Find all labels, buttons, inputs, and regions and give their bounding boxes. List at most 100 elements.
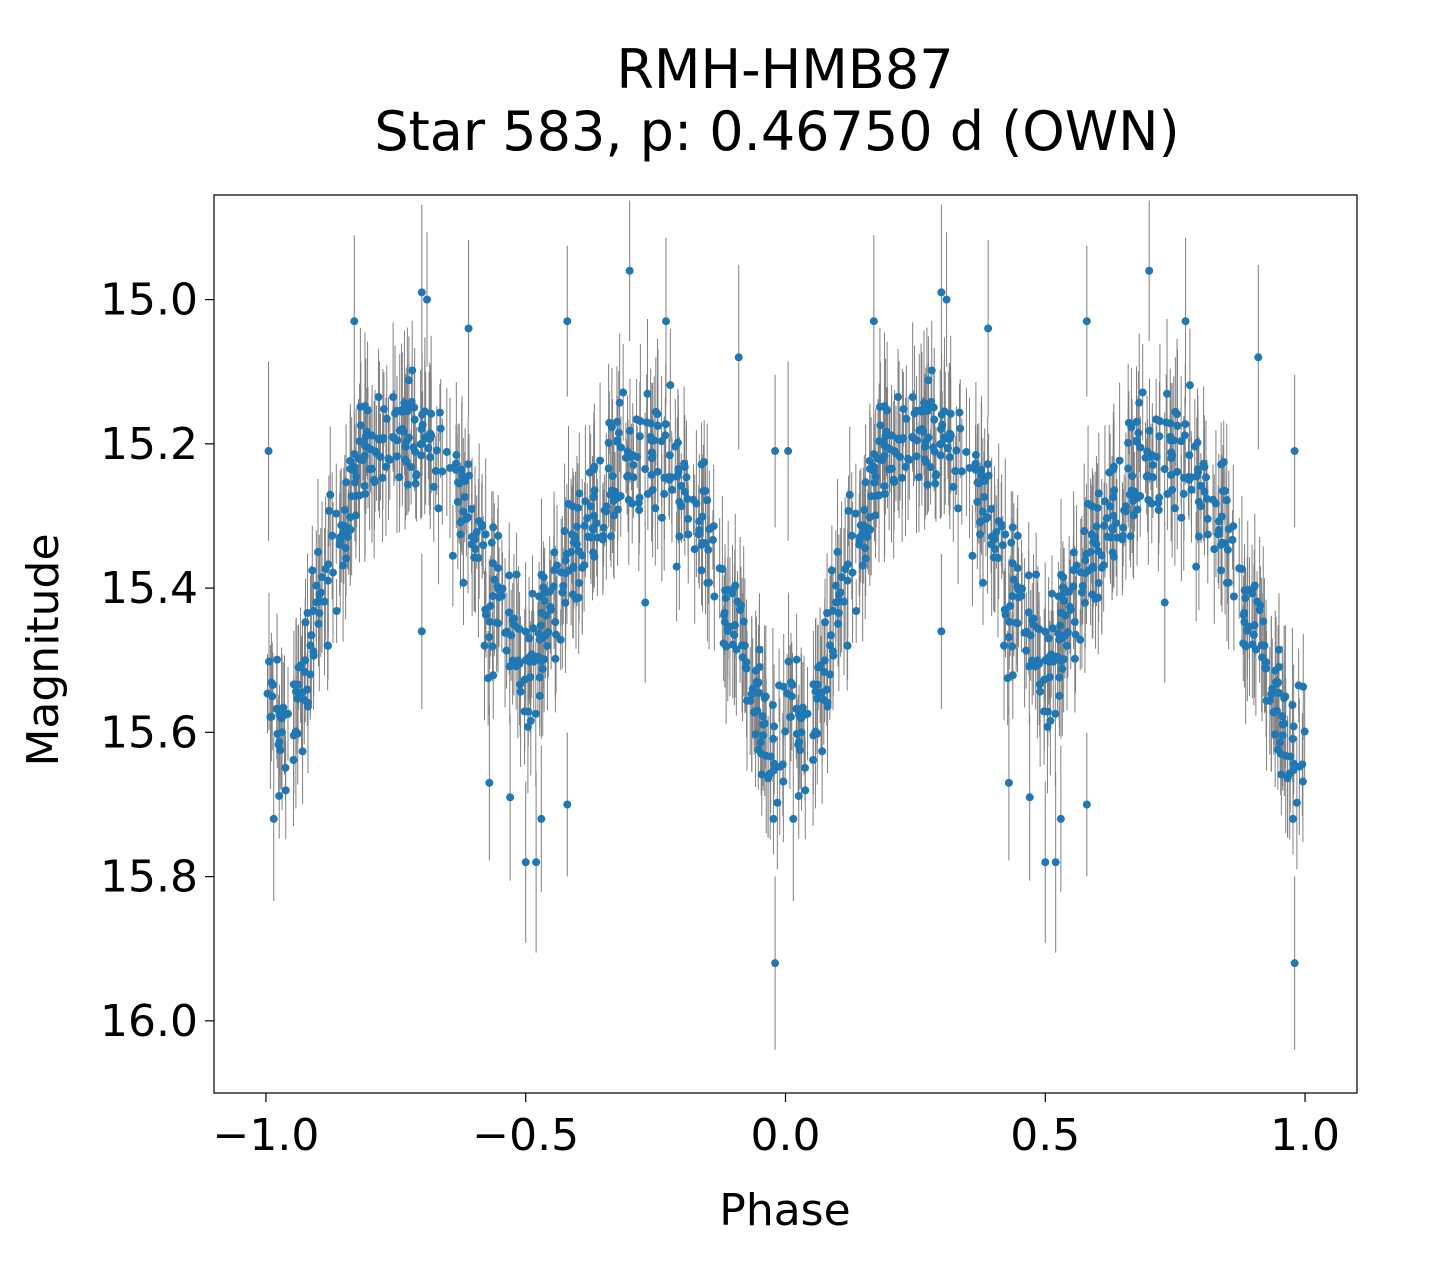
data-point xyxy=(432,446,441,455)
data-point xyxy=(690,545,699,554)
data-point xyxy=(997,522,1006,531)
data-point xyxy=(753,679,762,688)
data-point xyxy=(759,731,768,740)
data-point xyxy=(289,755,298,764)
data-point xyxy=(403,401,412,410)
data-point xyxy=(981,514,990,523)
data-point xyxy=(1110,486,1119,495)
data-point xyxy=(818,747,827,756)
data-point xyxy=(1290,959,1299,968)
data-point xyxy=(1299,682,1308,691)
data-point xyxy=(569,538,578,547)
data-point xyxy=(1250,621,1259,630)
data-point xyxy=(1193,438,1202,447)
data-point xyxy=(736,605,745,614)
data-point xyxy=(533,652,542,661)
data-point xyxy=(324,576,333,585)
data-point xyxy=(615,398,624,407)
data-point xyxy=(402,437,411,446)
data-point xyxy=(747,689,756,698)
data-point xyxy=(1006,601,1015,610)
data-point xyxy=(532,858,541,867)
data-point xyxy=(467,504,476,513)
data-point xyxy=(720,618,729,627)
data-point xyxy=(1070,617,1079,626)
data-point xyxy=(598,535,607,544)
data-point xyxy=(820,667,829,676)
data-point xyxy=(564,566,573,575)
data-point xyxy=(1152,415,1161,424)
data-point xyxy=(741,663,750,672)
data-point xyxy=(901,462,910,471)
data-point xyxy=(1089,538,1098,547)
data-point xyxy=(448,551,457,560)
data-point xyxy=(1055,691,1064,700)
data-point xyxy=(462,514,471,523)
data-point xyxy=(1274,645,1283,654)
data-point xyxy=(684,514,693,523)
data-point xyxy=(1046,716,1055,725)
data-point xyxy=(1094,489,1103,498)
data-point xyxy=(464,460,473,469)
data-point xyxy=(1200,487,1209,496)
data-point xyxy=(641,465,650,474)
data-point xyxy=(516,687,525,696)
data-point xyxy=(1118,535,1127,544)
data-point xyxy=(1041,627,1050,636)
data-point xyxy=(641,598,650,607)
data-point xyxy=(382,414,391,423)
data-point xyxy=(269,814,278,823)
data-point xyxy=(457,465,466,474)
data-point xyxy=(1250,582,1259,591)
chart-title-line-1: RMH-HMB87 xyxy=(616,38,953,101)
data-point xyxy=(1217,566,1226,575)
data-point xyxy=(625,266,634,275)
data-point xyxy=(583,532,592,541)
data-point xyxy=(315,590,324,599)
data-point xyxy=(956,424,965,433)
data-point xyxy=(1280,694,1289,703)
x-axis-label: Phase xyxy=(719,1185,850,1236)
data-point xyxy=(1088,590,1097,599)
data-point xyxy=(1255,605,1264,614)
data-point xyxy=(800,711,809,720)
data-point xyxy=(1147,499,1156,508)
data-point xyxy=(1129,511,1138,520)
data-point xyxy=(1080,598,1089,607)
data-point xyxy=(293,694,302,703)
data-point xyxy=(1273,679,1282,688)
data-point xyxy=(1240,586,1249,595)
data-point xyxy=(360,481,369,490)
data-point xyxy=(417,425,426,434)
data-point xyxy=(1276,749,1285,758)
data-point xyxy=(1162,418,1171,427)
data-point xyxy=(786,712,795,721)
data-point xyxy=(521,627,530,636)
data-point xyxy=(922,401,931,410)
data-point xyxy=(535,635,544,644)
data-point xyxy=(515,625,524,634)
data-point xyxy=(1060,596,1069,605)
data-point xyxy=(332,509,341,518)
data-point xyxy=(1063,628,1072,637)
data-point xyxy=(660,489,669,498)
y-tick-label: 15.8 xyxy=(100,852,198,903)
data-point xyxy=(979,578,988,587)
data-point xyxy=(674,465,683,474)
data-point xyxy=(757,770,766,779)
data-point xyxy=(976,530,985,539)
data-point xyxy=(1078,581,1087,590)
data-point xyxy=(1041,858,1050,867)
data-point xyxy=(398,424,407,433)
data-point xyxy=(829,651,838,660)
data-point xyxy=(1196,481,1205,490)
data-point xyxy=(1094,593,1103,602)
data-point xyxy=(661,420,670,429)
data-point xyxy=(543,641,552,650)
data-point xyxy=(766,769,775,778)
data-point xyxy=(1040,675,1049,684)
data-point xyxy=(551,654,560,663)
data-point xyxy=(1261,663,1270,672)
data-point xyxy=(281,786,290,795)
